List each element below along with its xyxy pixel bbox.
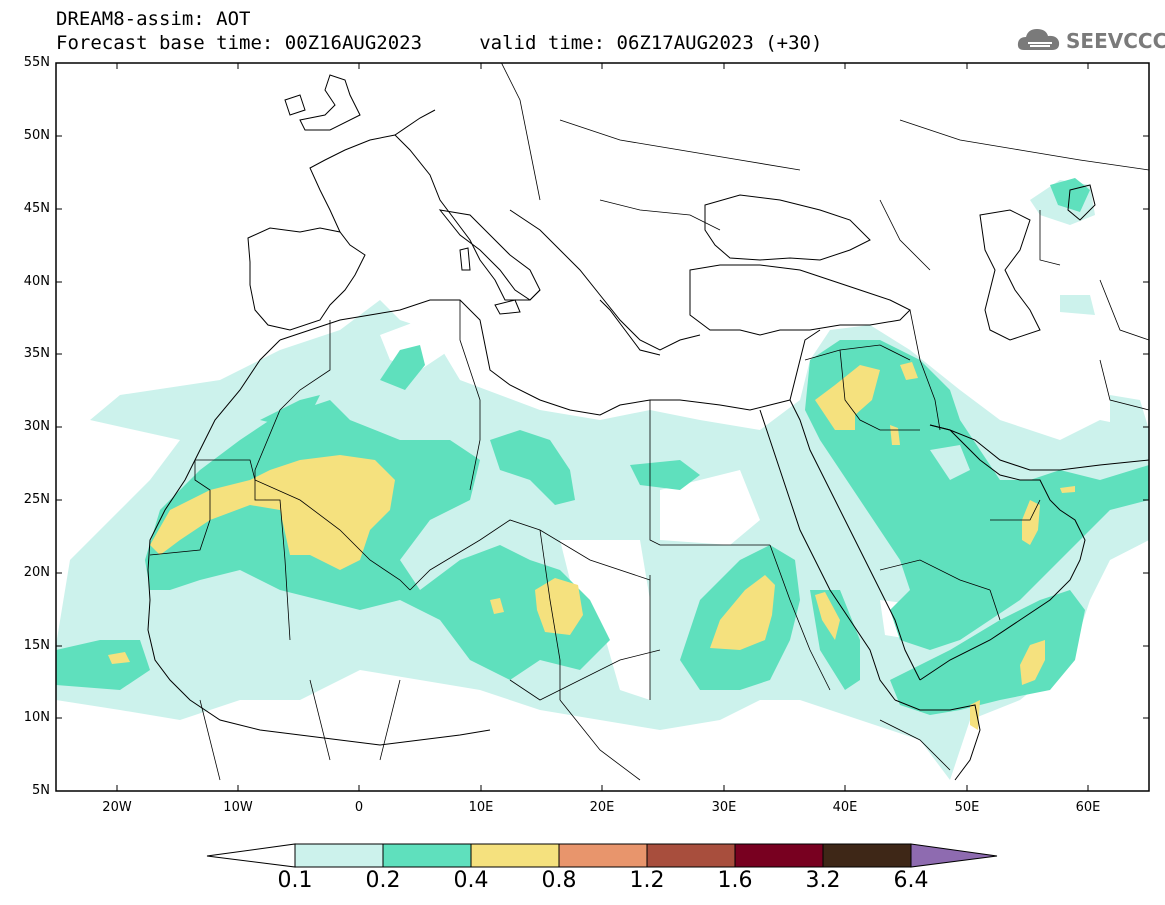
- lon-ticks: [116, 63, 1089, 791]
- colorbar-box-1: [382, 843, 472, 868]
- lon-label: 50E: [954, 800, 980, 815]
- lon-label: 10E: [468, 800, 494, 815]
- colorbar-label: 0.2: [365, 868, 401, 893]
- coastlines: [147, 74, 1149, 781]
- aot-contour-0.4: [108, 362, 1075, 730]
- cloud-icon: [1017, 29, 1060, 50]
- lat-ticks: [56, 62, 1149, 719]
- lat-label: 45N: [23, 201, 50, 216]
- lon-label: 20E: [589, 800, 615, 815]
- lon-label: 0: [354, 800, 364, 815]
- lat-label: 30N: [23, 419, 50, 434]
- colorbar-box-6: [822, 843, 912, 868]
- colorbar-label: 0.1: [277, 868, 313, 893]
- lat-label: 5N: [32, 783, 50, 798]
- colorbar-label: 1.6: [717, 868, 753, 893]
- lon-label: 40E: [832, 800, 858, 815]
- colorbar-label: 6.4: [893, 868, 929, 893]
- seevccc-logo: SEEVCCC: [1016, 24, 1165, 56]
- colorbar-label: 1.2: [629, 868, 665, 893]
- lon-label: 10W: [223, 800, 253, 815]
- lat-label: 55N: [23, 55, 50, 70]
- colorbar-box-0: [294, 843, 384, 868]
- aot-field: [56, 178, 1149, 780]
- lat-label: 15N: [23, 638, 50, 653]
- colorbar-label: 0.4: [453, 868, 489, 893]
- colorbar-label: 3.2: [805, 868, 841, 893]
- colorbar-box-4: [646, 843, 736, 868]
- lat-label: 40N: [23, 274, 50, 289]
- colorbar-under-triangle: [206, 843, 296, 868]
- aot-inner-light: [930, 445, 970, 480]
- lon-label: 20W: [102, 800, 132, 815]
- lon-label: 30E: [711, 800, 737, 815]
- colorbar-box-2: [470, 843, 560, 868]
- colorbar-box-3: [558, 843, 648, 868]
- colorbar-label: 0.8: [541, 868, 577, 893]
- colorbar-over-triangle: [910, 843, 998, 868]
- colorbar-box-5: [734, 843, 824, 868]
- lon-label: 60E: [1075, 800, 1101, 815]
- logo-text: SEEVCCC: [1066, 29, 1165, 53]
- forecast-time-line: Forecast base time: 00Z16AUG2023 valid t…: [56, 32, 823, 54]
- lat-label: 20N: [23, 565, 50, 580]
- map-title: DREAM8-assim: AOT: [56, 8, 251, 30]
- country-borders: [149, 63, 1149, 781]
- lat-label: 35N: [23, 346, 50, 361]
- lat-label: 10N: [23, 710, 50, 725]
- colorbar: [206, 843, 998, 868]
- lat-label: 25N: [23, 492, 50, 507]
- lat-label: 50N: [23, 128, 50, 143]
